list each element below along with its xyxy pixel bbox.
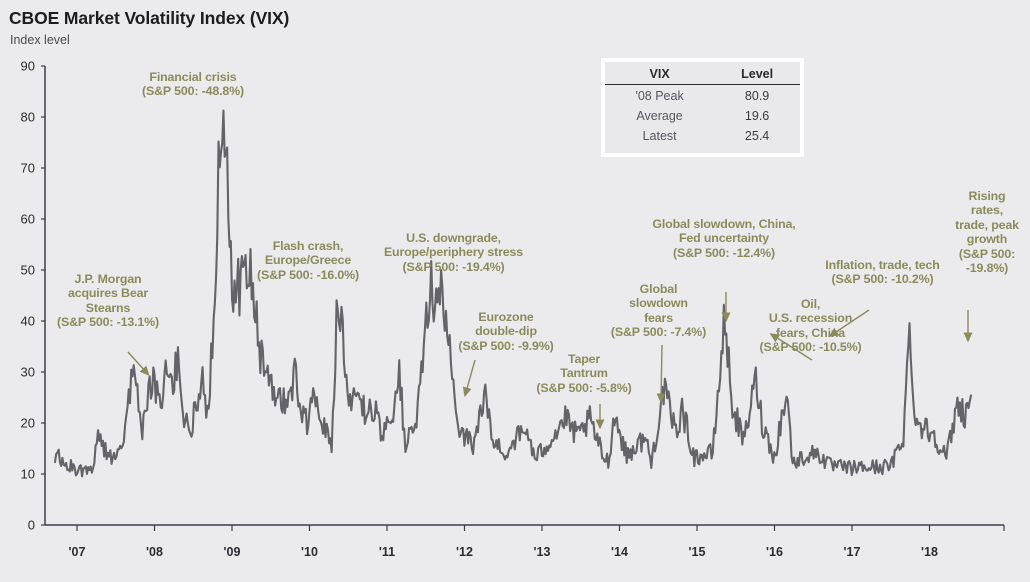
y-axis-tick-label: 10 [20, 466, 35, 482]
stat-col-header-vix: VIX [605, 65, 715, 85]
y-axis-tick-label: 60 [20, 211, 35, 227]
stat-col-header-level: Level [714, 65, 800, 85]
y-axis-tick-label: 30 [20, 364, 35, 380]
y-axis-tick-label: 0 [27, 517, 35, 533]
stat-row-label: '08 Peak [635, 88, 684, 103]
series-canvas [41, 65, 1005, 531]
y-axis-tick-label: 20 [20, 415, 35, 431]
table-header-row: VIX Level [605, 65, 800, 85]
y-axis-tick-label: 40 [20, 313, 35, 329]
x-axis-tick-label: '09 [223, 545, 241, 559]
annotation-financial-crisis: Financial crisis (S&P 500: -48.8%) [142, 70, 244, 99]
x-axis-tick-label: '18 [921, 545, 938, 559]
x-axis-tick-label: '11 [378, 545, 396, 559]
x-axis-tick-label: '13 [533, 545, 551, 559]
stat-row-value: 25.4 [744, 128, 770, 143]
annotation-global-slowdown-china-fed: Global slowdown, China, Fed uncertainty … [652, 217, 796, 260]
x-axis-tick-label: '14 [611, 545, 628, 559]
x-axis-tick-label: '10 [301, 545, 318, 559]
annotation-taper-tantrum: Taper Tantrum (S&P 500: -5.8%) [536, 352, 632, 395]
annotation-us-downgrade: U.S. downgrade, Europe/periphery stress … [383, 231, 524, 274]
annotation-eurozone-double-dip: Eurozone double-dip (S&P 500: -9.9%) [458, 310, 554, 353]
vix-stat-box: VIX Level '08 Peak 80.9 Average 19.6 Latest 2… [601, 58, 804, 157]
axis-unit-label: Index level [10, 33, 70, 47]
stat-row-label: Average [636, 108, 683, 123]
table-row: Average 19.6 [605, 105, 800, 125]
x-axis-tick-label: '17 [843, 545, 861, 559]
table-row: '08 Peak 80.9 [605, 85, 800, 106]
stat-row-value: 19.6 [744, 108, 770, 123]
annotation-global-slowdown-fears: Global slowdown fears (S&P 500: -7.4%) [610, 282, 707, 340]
stat-row-value: 80.9 [744, 88, 770, 103]
table-row: Latest 25.4 [605, 125, 800, 145]
annotation-flash-crash: Flash crash, Europe/Greece (S&P 500: -16… [257, 239, 359, 282]
y-axis-tick-label: 80 [20, 109, 35, 125]
annotation-inflation-trade-tech: Inflation, trade, tech (S&P 500: -10.2%) [825, 258, 940, 287]
annotation-oil-us-recession-china: Oil, U.S. recession fears, China (S&P 50… [759, 297, 862, 355]
x-axis-tick-label: '08 [146, 545, 163, 559]
stat-table-body: '08 Peak 80.9 Average 19.6 Latest 25.4 [605, 85, 800, 146]
stat-table: VIX Level '08 Peak 80.9 Average 19.6 Latest 2… [605, 65, 800, 145]
y-axis-tick-label: 50 [20, 262, 35, 278]
plot-area: 90 80 70 60 50 40 30 20 10 0 '07 '08 '09 '10 '11 '12 '1… [21, 59, 1011, 559]
x-axis-tick-label: '15 [688, 545, 706, 559]
x-axis-tick-label: '12 [456, 545, 473, 559]
y-axis-tick-label: 90 [20, 58, 35, 74]
y-axis-tick-label: 70 [20, 160, 35, 176]
annotation-rising-rates-peak-growth: Rising rates, trade, peak growth (S&P 50… [955, 189, 1019, 276]
page-title: CBOE Market Volatility Index (VIX) [9, 8, 290, 28]
x-axis-tick-label: '16 [766, 545, 783, 559]
x-axis-tick-label: '07 [68, 545, 86, 559]
stat-row-label: Latest [642, 128, 677, 143]
annotation-jpmorgan-bear-stearns: J.P. Morgan acquires Bear Stearns (S&P 5… [57, 272, 159, 330]
